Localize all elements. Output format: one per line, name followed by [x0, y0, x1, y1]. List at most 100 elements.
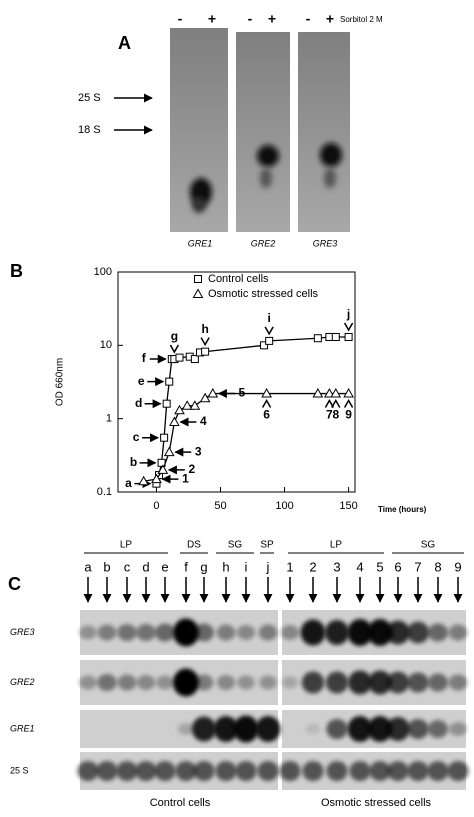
- group-label: LP: [120, 540, 133, 551]
- row-label: GRE3: [10, 627, 35, 637]
- y-tick-label: 100: [94, 266, 112, 278]
- band: [324, 620, 350, 645]
- series-line: [155, 336, 349, 484]
- band: [347, 619, 373, 646]
- band: [448, 624, 468, 641]
- band: [300, 619, 326, 646]
- point-label: d: [135, 396, 142, 410]
- point: [163, 446, 175, 457]
- point: [174, 404, 185, 415]
- band: [77, 761, 99, 781]
- point: [330, 388, 342, 398]
- label-arrow: [343, 399, 354, 408]
- lane-label: j: [266, 559, 270, 574]
- plot-frame: [117, 271, 356, 493]
- legend-label: Osmotic stressed cells: [208, 288, 319, 300]
- band: [449, 722, 467, 736]
- point: [261, 388, 272, 398]
- point: [201, 347, 210, 356]
- point: [181, 400, 193, 410]
- y-tick-label: 10: [100, 339, 112, 351]
- band: [79, 675, 97, 690]
- lane-label: i: [245, 559, 248, 574]
- label-arrow: [169, 344, 180, 354]
- gel-lane: [236, 32, 290, 232]
- point: [324, 388, 335, 398]
- point-label: a: [125, 476, 132, 490]
- band: [302, 761, 324, 781]
- label-arrow: [324, 399, 335, 408]
- point: [265, 336, 274, 345]
- band: [279, 761, 301, 781]
- label-arrow: [264, 326, 274, 336]
- band: [216, 675, 236, 690]
- point: [343, 388, 354, 398]
- band: [406, 621, 430, 644]
- lane-label: d: [142, 559, 149, 574]
- lane-sign: +: [326, 11, 334, 27]
- band: [257, 761, 279, 781]
- band: [447, 761, 469, 781]
- group-label: LP: [330, 540, 343, 551]
- group-label: SP: [260, 540, 274, 551]
- gene-label: GRE3: [313, 238, 338, 248]
- band: [448, 674, 468, 691]
- point-label: 9: [345, 408, 352, 422]
- label-arrow: [331, 399, 341, 408]
- panel-c: C Control cells Osmotic stressed cells L…: [8, 540, 469, 809]
- band: [155, 623, 175, 642]
- point: [312, 388, 324, 398]
- band: [260, 168, 272, 188]
- panel-label: A: [118, 33, 131, 53]
- band: [235, 761, 257, 781]
- band: [368, 670, 392, 695]
- lane-label: 5: [376, 559, 383, 574]
- panel-b: B OD 660nm Time (hours) 0.1 1 10 100 0 50 100 1…: [10, 261, 427, 514]
- caption: Osmotic stressed cells: [321, 797, 432, 809]
- band: [135, 761, 157, 781]
- band: [117, 674, 137, 691]
- x-tick-label: 100: [275, 500, 293, 512]
- point-label: j: [346, 307, 350, 321]
- band: [367, 619, 393, 646]
- band: [156, 675, 174, 690]
- point-label: 3: [195, 444, 202, 458]
- band: [175, 761, 197, 781]
- point-label: h: [201, 322, 208, 336]
- point-label: b: [130, 455, 137, 469]
- band: [236, 625, 256, 640]
- band: [325, 671, 349, 694]
- point: [157, 464, 169, 474]
- point-label: 6: [263, 408, 270, 422]
- band: [326, 761, 348, 781]
- legend-swatch: [192, 288, 204, 298]
- caption: Control cells: [150, 797, 211, 809]
- lane-label: 3: [333, 559, 340, 574]
- gel-lane: [298, 32, 350, 232]
- band: [194, 623, 214, 642]
- x-tick-label: 0: [153, 500, 159, 512]
- group-label: SG: [228, 540, 243, 551]
- band: [386, 671, 410, 694]
- point: [169, 416, 180, 427]
- band: [386, 620, 410, 645]
- lane-label: c: [124, 559, 131, 574]
- band: [305, 724, 321, 734]
- point: [160, 433, 169, 442]
- band: [255, 716, 281, 742]
- group-label: DS: [187, 540, 201, 551]
- band: [96, 761, 118, 781]
- lane-label: 9: [454, 559, 461, 574]
- band: [258, 624, 278, 641]
- point-label: g: [171, 329, 178, 343]
- band: [428, 720, 448, 738]
- band: [97, 674, 117, 691]
- size-marker: 25 S: [78, 92, 101, 104]
- lane-sign: -: [178, 11, 183, 27]
- band: [326, 719, 348, 739]
- label-arrow: [200, 337, 210, 347]
- band: [136, 624, 156, 641]
- band: [213, 716, 239, 742]
- band: [427, 761, 449, 781]
- x-tick-label: 150: [339, 500, 357, 512]
